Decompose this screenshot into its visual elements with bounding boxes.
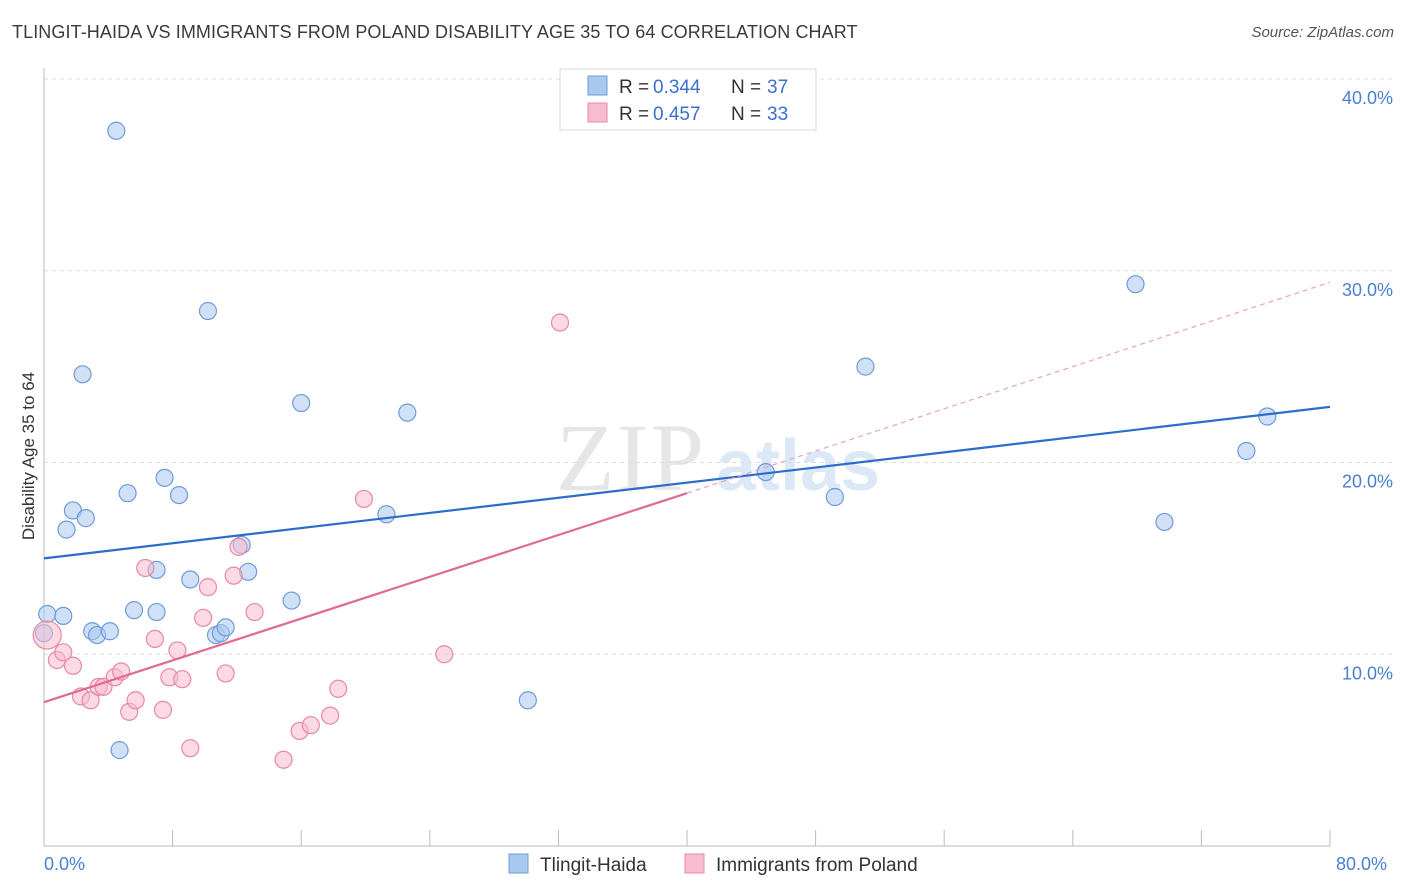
poland-point — [32, 620, 62, 650]
tlingit-haida-point — [73, 365, 92, 384]
x-axis-ticks — [172, 830, 1331, 846]
poland-point — [198, 578, 218, 597]
tlingit-haida-point — [38, 604, 57, 624]
legend-n-label-2: N = — [731, 104, 766, 125]
tlingit-haida-point — [198, 301, 218, 321]
bottom-legend: Tlingit-Haida Immigrants from Poland — [508, 853, 918, 876]
y-axis-label: Disability Age 35 to 64 — [19, 372, 38, 540]
legend-swatch-tlingit-haida — [587, 75, 608, 96]
poland-point — [224, 566, 243, 585]
watermark-atlas: atlas — [716, 426, 880, 506]
poland-point — [81, 691, 100, 710]
tlingit-haida-point — [100, 622, 120, 641]
poland-point — [229, 537, 248, 556]
poland-point — [54, 643, 73, 662]
poland-point — [550, 313, 570, 332]
poland-point — [301, 716, 320, 735]
poland-point — [274, 750, 293, 769]
tlingit-haida-point — [856, 357, 875, 376]
y-tick-label-10: 10.0% — [1342, 663, 1393, 683]
tlingit-haida-point — [377, 505, 396, 524]
tlingit-haida-point — [124, 601, 144, 620]
tlingit-haida-point — [169, 485, 189, 505]
tlingit-haida-point — [107, 121, 126, 140]
poland-point — [329, 679, 348, 698]
legend-box: R = 0.344 N = 37 R = 0.457 N = 33 — [559, 68, 817, 131]
x-tick-label-max: 80.0% — [1336, 854, 1387, 874]
tlingit-haida-point — [1258, 407, 1277, 426]
tlingit-haida-point — [181, 570, 200, 589]
poland-point — [173, 670, 192, 689]
y-tick-label-20: 20.0% — [1342, 472, 1393, 492]
legend-swatch-poland — [587, 102, 608, 123]
poland-point — [354, 489, 373, 509]
tlingit-haida-point — [155, 468, 174, 487]
poland-point — [136, 558, 155, 578]
tlingit-haida-point — [216, 618, 235, 637]
poland-point — [63, 656, 83, 675]
tlingit-haida-point — [147, 602, 166, 622]
tlingit-haida-point — [54, 606, 73, 626]
tlingit-haida-point — [1126, 275, 1145, 294]
tlingit-haida-point — [1237, 441, 1256, 461]
tlingit-haida-point — [825, 487, 844, 507]
tlingit-haida-point — [76, 509, 95, 528]
bottom-legend-swatch-poland — [684, 853, 705, 874]
tlingit-haida-point — [292, 393, 311, 413]
legend-n-value-2: 33 — [767, 104, 788, 125]
chart-title: TLINGIT-HAIDA VS IMMIGRANTS FROM POLAND … — [12, 22, 858, 42]
legend-r-value-1: 0.344 — [653, 77, 701, 98]
tlingit-haida-point — [282, 591, 301, 610]
y-tick-labels: 10.0% 20.0% 30.0% 40.0% — [1342, 88, 1393, 683]
series-poland-points — [32, 313, 570, 769]
poland-point — [321, 706, 340, 725]
tlingit-haida-point — [1155, 512, 1174, 532]
poland-point — [245, 602, 264, 622]
bottom-legend-label-poland: Immigrants from Poland — [716, 855, 918, 876]
poland-point — [145, 629, 165, 649]
poland-point — [435, 645, 454, 664]
trend-line-poland — [43, 492, 688, 704]
poland-point — [194, 608, 213, 627]
tlingit-haida-point — [118, 484, 137, 503]
tlingit-haida-point — [398, 403, 417, 422]
source-credit: Source: ZipAtlas.com — [1251, 24, 1394, 41]
trend-line-poland-extension — [686, 281, 1331, 494]
y-tick-label-30: 30.0% — [1342, 280, 1393, 300]
y-tick-label-40: 40.0% — [1342, 88, 1393, 108]
x-tick-label-min: 0.0% — [44, 854, 85, 874]
legend-r-label-2: R = — [619, 104, 654, 125]
tlingit-haida-point — [518, 691, 537, 710]
trend-line-tlingit-haida — [43, 405, 1331, 560]
watermark-zip: ZIP — [556, 404, 706, 511]
tlingit-haida-point — [57, 520, 76, 539]
bottom-legend-label-tlingit-haida: Tlingit-Haida — [540, 855, 647, 876]
poland-point — [216, 664, 235, 683]
bottom-legend-swatch-tlingit-haida — [508, 853, 529, 874]
legend-n-label-1: N = — [731, 77, 766, 98]
legend-r-label-1: R = — [619, 77, 654, 98]
legend-n-value-1: 37 — [767, 77, 788, 98]
tlingit-haida-point — [110, 741, 129, 760]
legend-r-value-2: 0.457 — [653, 104, 701, 125]
poland-point — [153, 700, 173, 719]
poland-point — [181, 739, 200, 758]
poland-point — [126, 691, 145, 710]
